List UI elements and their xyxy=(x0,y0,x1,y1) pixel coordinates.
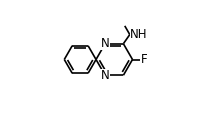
Text: N: N xyxy=(100,37,109,50)
Text: NH: NH xyxy=(130,28,147,41)
Text: N: N xyxy=(100,69,109,82)
Text: F: F xyxy=(141,53,147,66)
